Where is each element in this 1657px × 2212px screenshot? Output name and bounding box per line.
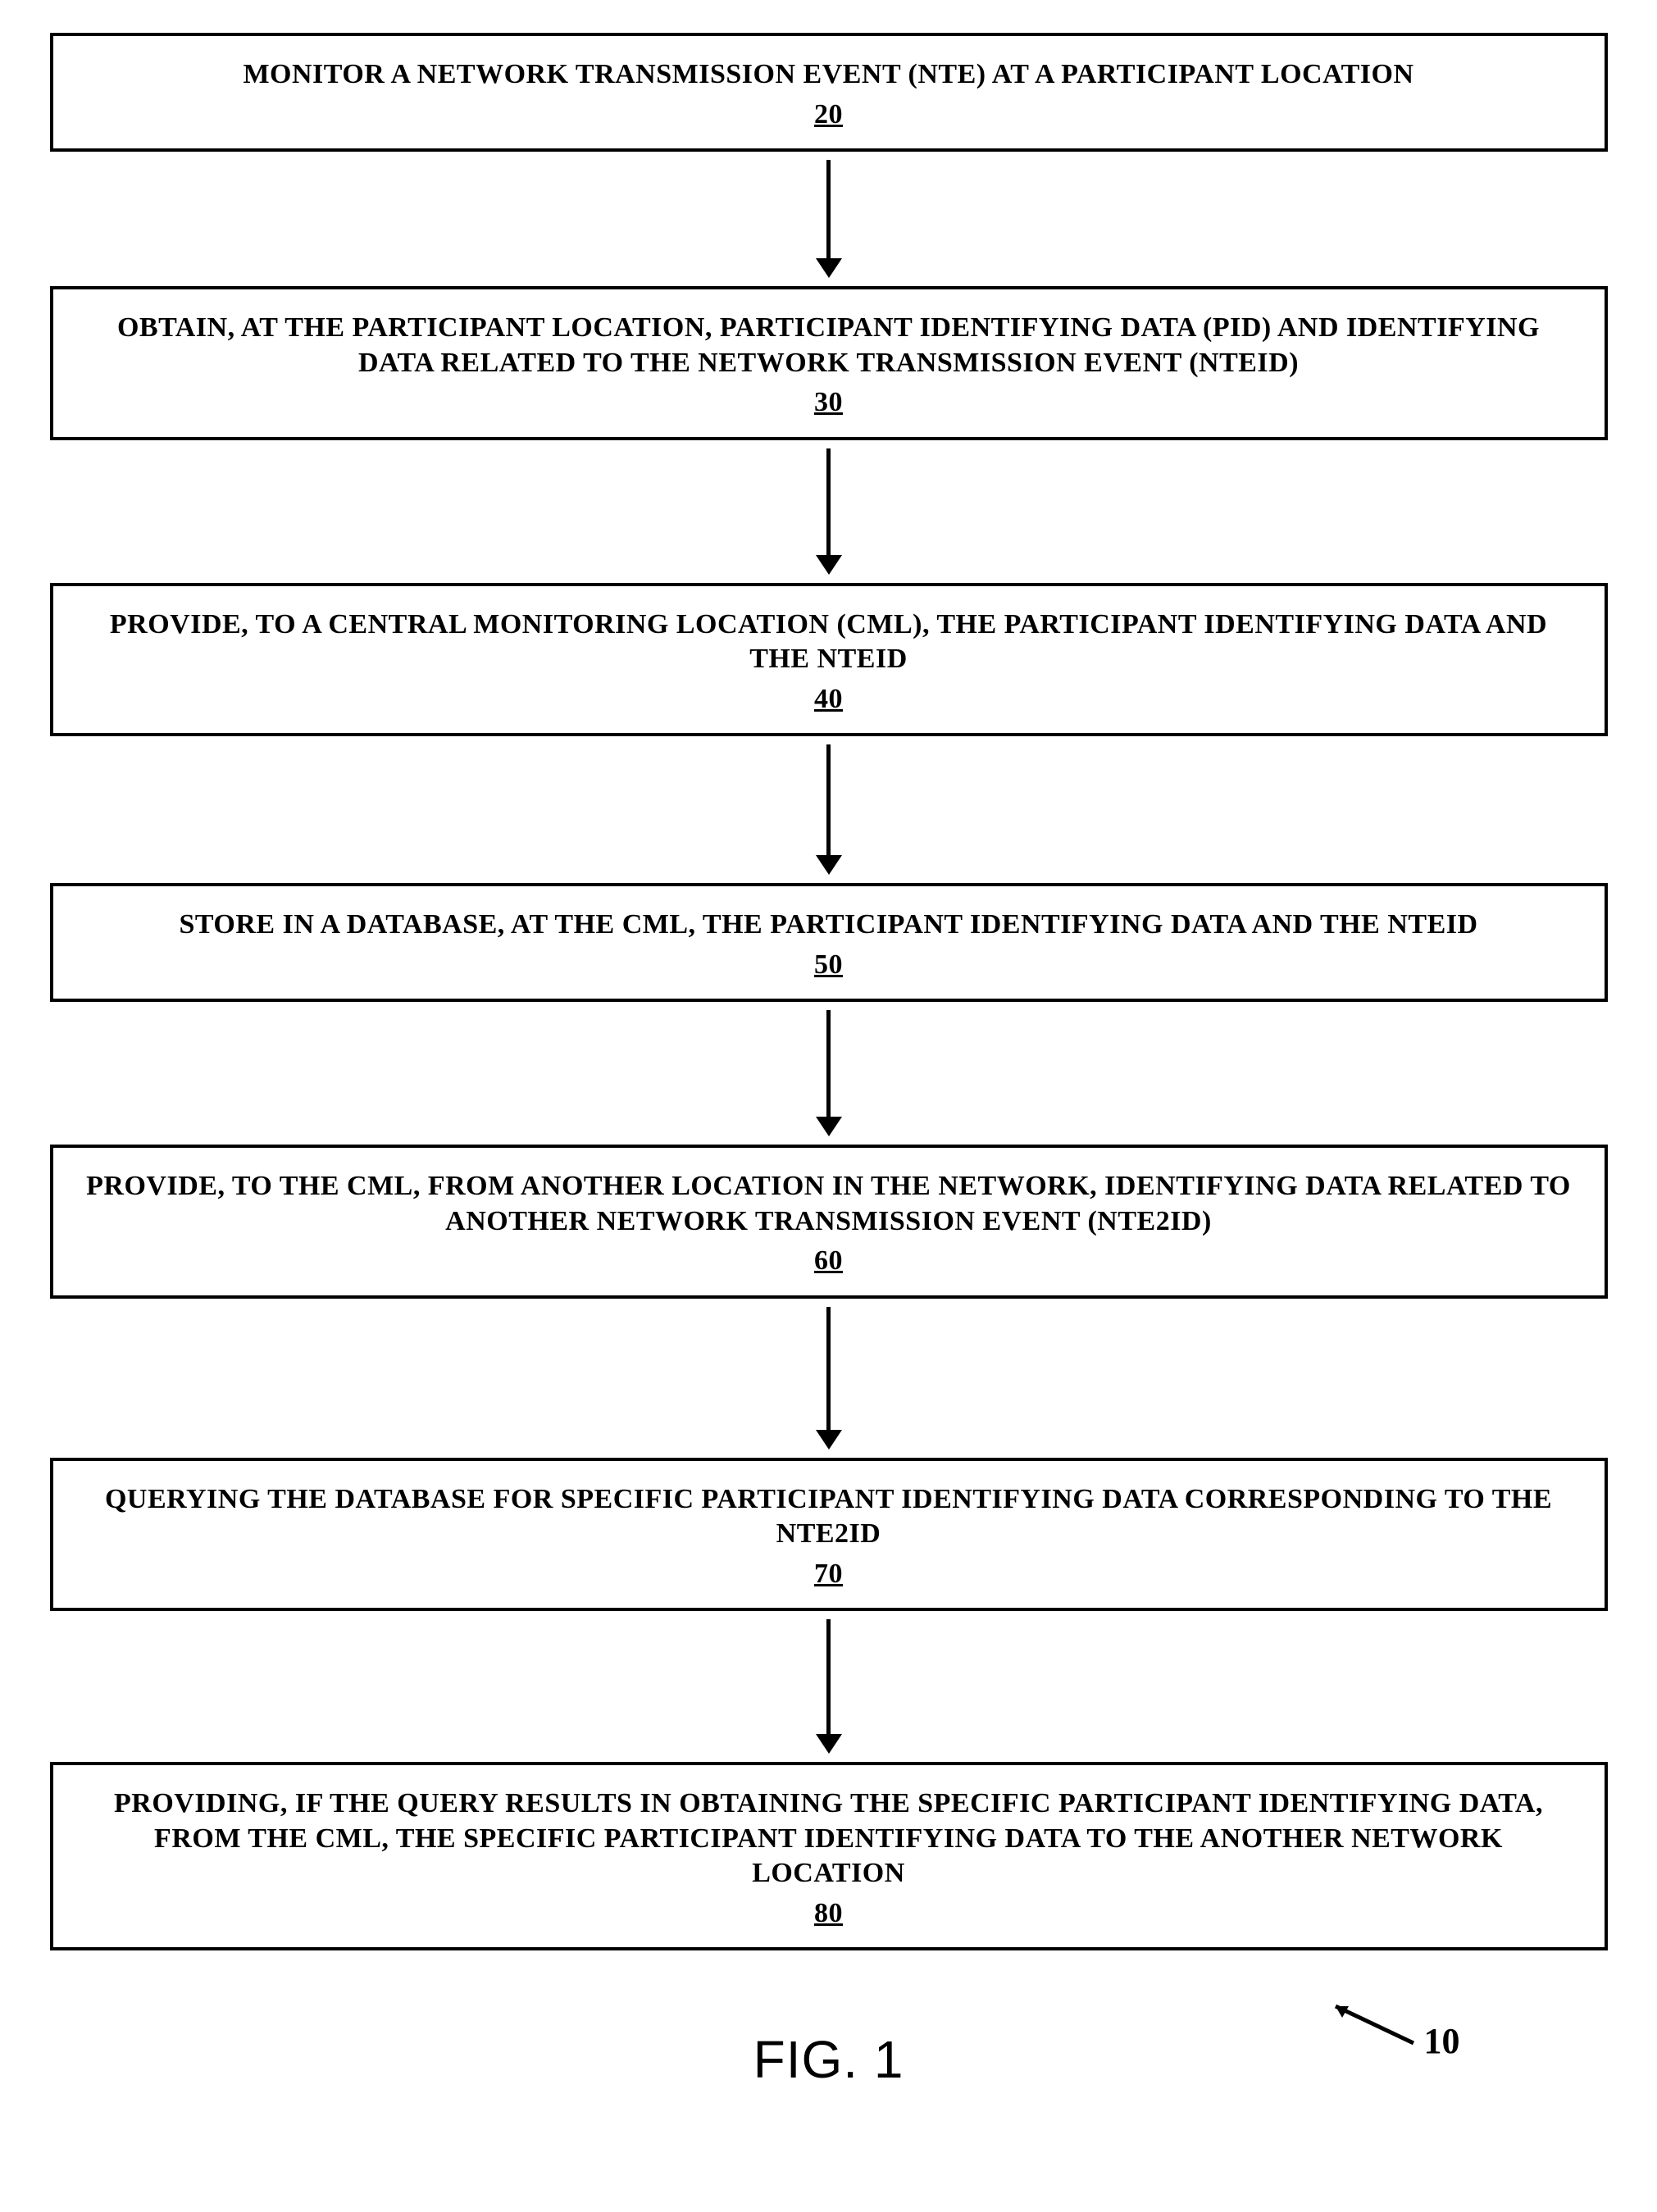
flowchart: MONITOR A NETWORK TRANSMISSION EVENT (NT…	[50, 33, 1608, 1950]
flow-arrow-icon	[816, 448, 842, 575]
flow-step: MONITOR A NETWORK TRANSMISSION EVENT (NT…	[50, 33, 1608, 152]
flow-step: PROVIDING, IF THE QUERY RESULTS IN OBTAI…	[50, 1762, 1608, 1950]
flow-arrow-icon	[816, 1307, 842, 1450]
figure-footer: 10 FIG. 1	[50, 1983, 1608, 2090]
step-text: PROVIDING, IF THE QUERY RESULTS IN OBTAI…	[114, 1788, 1543, 1888]
step-text: MONITOR A NETWORK TRANSMISSION EVENT (NT…	[243, 59, 1413, 89]
flow-arrow-icon	[816, 1010, 842, 1136]
step-number: 60	[78, 1244, 1580, 1279]
step-number: 30	[78, 385, 1580, 421]
step-text: QUERYING THE DATABASE FOR SPECIFIC PARTI…	[105, 1484, 1552, 1550]
flow-arrow-icon	[816, 744, 842, 875]
step-text: PROVIDE, TO THE CML, FROM ANOTHER LOCATI…	[86, 1171, 1571, 1236]
step-text: STORE IN A DATABASE, AT THE CML, THE PAR…	[179, 909, 1477, 940]
step-number: 20	[78, 98, 1580, 133]
flow-step: QUERYING THE DATABASE FOR SPECIFIC PARTI…	[50, 1458, 1608, 1612]
flow-arrow-icon	[816, 1619, 842, 1754]
step-text: OBTAIN, AT THE PARTICIPANT LOCATION, PAR…	[117, 312, 1540, 378]
step-text: PROVIDE, TO A CENTRAL MONITORING LOCATIO…	[110, 609, 1547, 675]
flow-step: PROVIDE, TO THE CML, FROM ANOTHER LOCATI…	[50, 1145, 1608, 1299]
step-number: 40	[78, 682, 1580, 717]
reference-arrow-icon	[1319, 1998, 1418, 2047]
step-number: 50	[78, 948, 1580, 983]
reference-pointer: 10	[1319, 1983, 1460, 2062]
step-number: 80	[78, 1896, 1580, 1932]
figure-label: FIG. 1	[753, 2029, 904, 2090]
flow-arrow-icon	[816, 160, 842, 278]
step-number: 70	[78, 1557, 1580, 1592]
flow-step: PROVIDE, TO A CENTRAL MONITORING LOCATIO…	[50, 583, 1608, 737]
reference-number: 10	[1424, 2020, 1460, 2062]
flow-step: OBTAIN, AT THE PARTICIPANT LOCATION, PAR…	[50, 286, 1608, 440]
flow-step: STORE IN A DATABASE, AT THE CML, THE PAR…	[50, 883, 1608, 1002]
